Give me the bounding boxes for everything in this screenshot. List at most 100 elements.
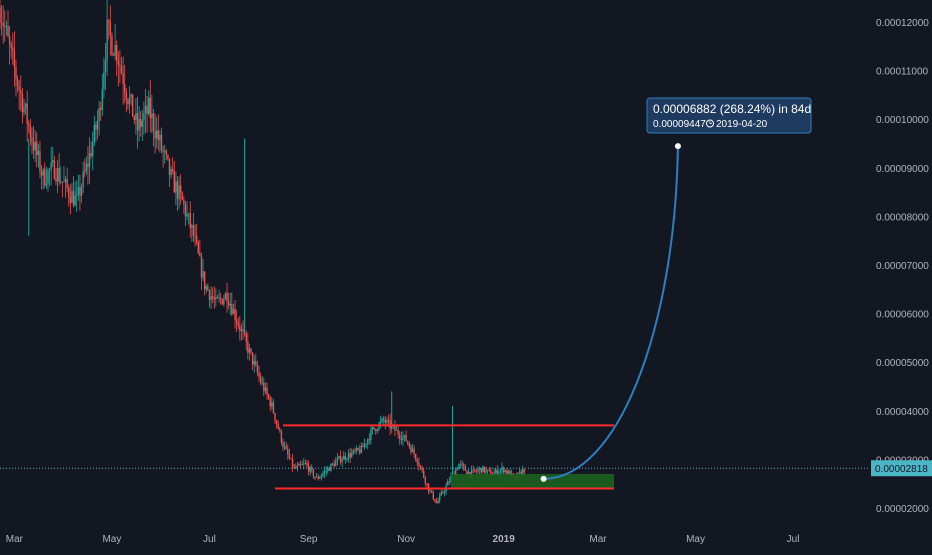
projection-end-point[interactable] <box>674 143 681 150</box>
candle-body <box>325 470 327 472</box>
candle-body <box>24 103 27 108</box>
candle-body <box>280 430 283 443</box>
candle-body <box>443 491 446 493</box>
candle-body <box>474 469 476 472</box>
last-price-value: 0.00002818 <box>875 464 928 475</box>
candle-body <box>335 461 337 467</box>
candle-body <box>501 467 503 471</box>
candle-body <box>10 43 12 48</box>
candle-body <box>36 141 38 155</box>
candle-body <box>368 439 371 440</box>
candle-body <box>4 26 6 28</box>
candle-body <box>327 468 329 471</box>
x-tick-label: Mar <box>589 534 607 545</box>
candle-body <box>39 151 41 172</box>
candle-body <box>494 469 497 473</box>
candle-body <box>520 471 522 475</box>
candle-body <box>319 477 321 479</box>
candle-body <box>344 455 347 460</box>
candle-body <box>40 171 43 176</box>
candle-body <box>295 467 297 469</box>
candle-body <box>518 471 521 473</box>
candle-body <box>328 468 331 471</box>
candle-body <box>507 471 510 474</box>
candle-body <box>162 149 164 152</box>
candle-body <box>176 181 179 200</box>
projection-curve[interactable] <box>543 146 679 480</box>
candle-body <box>323 471 326 474</box>
candle-body <box>8 36 11 44</box>
projection-start-point[interactable] <box>540 475 547 482</box>
candle-body <box>431 490 433 492</box>
candle-body <box>52 160 54 163</box>
candle-body <box>330 463 332 471</box>
candle-body <box>399 434 401 439</box>
candle-body <box>496 469 498 476</box>
candle-body <box>133 116 136 120</box>
target-zone[interactable] <box>450 473 614 489</box>
candle-body <box>155 130 158 139</box>
candle-body <box>317 477 319 479</box>
y-tick-label: 0.00011000 <box>876 67 929 78</box>
candle-body <box>120 66 123 74</box>
candle-body <box>258 372 260 378</box>
candle-body <box>122 73 124 85</box>
candle-body <box>336 458 339 462</box>
candle-body <box>467 472 470 475</box>
candle-body <box>264 387 267 392</box>
candle-body <box>354 450 356 451</box>
candle-body <box>53 160 56 179</box>
y-tick-label: 0.00005000 <box>876 358 929 369</box>
candle-body <box>274 412 276 421</box>
candle-body <box>277 423 279 430</box>
candle-body <box>210 296 212 300</box>
candle-body <box>47 170 49 184</box>
candle-body <box>72 191 75 206</box>
candle-body <box>461 463 463 465</box>
candle-body <box>178 185 180 200</box>
candle-body <box>435 501 438 504</box>
projection-label-price: 0.00009447 <box>653 119 706 130</box>
candle-body <box>416 459 419 463</box>
candle-body <box>283 446 286 448</box>
candle-body <box>146 105 148 114</box>
candle-body <box>116 44 118 62</box>
candle-body <box>339 456 342 463</box>
candle-body <box>112 54 115 56</box>
candle-body <box>523 469 526 472</box>
candle-body <box>68 187 70 198</box>
candle-body <box>124 84 126 93</box>
last-price-tag: 0.00002818 <box>871 460 932 477</box>
candle-body <box>5 26 8 28</box>
candle-body <box>440 492 442 496</box>
candle-body <box>502 467 505 473</box>
candle-body <box>438 495 441 501</box>
candle-body <box>290 458 292 459</box>
candle-body <box>28 123 30 126</box>
candle-body <box>320 475 323 478</box>
candle-body <box>109 21 112 36</box>
candle-body <box>128 97 131 104</box>
clock-icon <box>706 119 714 128</box>
candle-body <box>411 448 414 453</box>
candle-body <box>71 191 73 203</box>
candle-body <box>379 421 382 424</box>
candle-body <box>77 186 80 195</box>
candle-body <box>314 476 316 478</box>
candle-body <box>69 197 72 203</box>
candle-body <box>429 490 431 492</box>
candle-body <box>403 435 406 437</box>
candle-body <box>259 377 262 383</box>
candle-body <box>163 150 166 152</box>
candle-body <box>141 120 144 128</box>
candle-body <box>432 491 434 500</box>
candle-body <box>482 466 484 473</box>
candle-body <box>282 442 284 448</box>
candle-body <box>458 464 460 470</box>
candle-body <box>331 463 334 465</box>
candle-body <box>138 118 140 131</box>
candle-body <box>367 439 369 444</box>
candle-body <box>402 436 404 440</box>
